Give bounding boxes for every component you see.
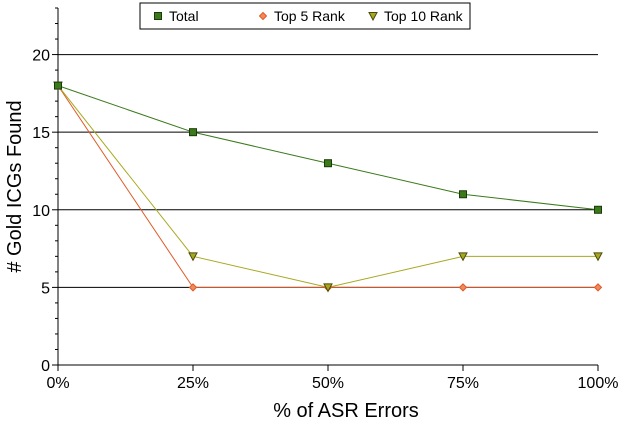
x-tick-label: 50% <box>312 375 344 392</box>
y-tick-label: 10 <box>32 203 50 220</box>
series-line <box>57 85 599 211</box>
data-point <box>593 283 603 292</box>
legend-marker <box>154 12 162 20</box>
y-tick-label: 5 <box>41 280 50 297</box>
data-point <box>324 159 332 168</box>
data-point <box>458 283 468 292</box>
data-point <box>188 283 198 292</box>
y-tick-label: 20 <box>32 48 50 65</box>
x-axis-label: % of ASR Errors <box>273 400 419 422</box>
data-point <box>188 252 198 262</box>
series-line <box>57 85 598 288</box>
data-point <box>593 252 603 262</box>
data-point <box>459 190 467 199</box>
data-point <box>323 283 333 293</box>
y-axis-label: # Gold ICGs Found <box>4 100 26 272</box>
legend-box <box>139 2 471 30</box>
x-tick-label: 0% <box>46 375 69 392</box>
legend-label: Top 5 Rank <box>274 8 346 24</box>
x-tick-label: 100% <box>578 375 619 392</box>
legend-label: Top 10 Rank <box>384 8 464 24</box>
data-point <box>189 128 197 137</box>
x-tick-label: 25% <box>177 375 209 392</box>
y-tick-label: 0 <box>41 358 50 375</box>
legend: Total Top 5 Rank Top 10 Rank <box>139 2 471 30</box>
data-point <box>54 81 62 90</box>
y-tick-label: 15 <box>32 125 50 142</box>
data-point <box>458 252 468 262</box>
x-tick-label: 75% <box>447 375 479 392</box>
legend-marker <box>258 11 268 21</box>
data-point <box>594 205 602 214</box>
legend-label: Total <box>169 8 199 24</box>
series-line <box>57 85 598 288</box>
legend-marker <box>368 12 378 22</box>
